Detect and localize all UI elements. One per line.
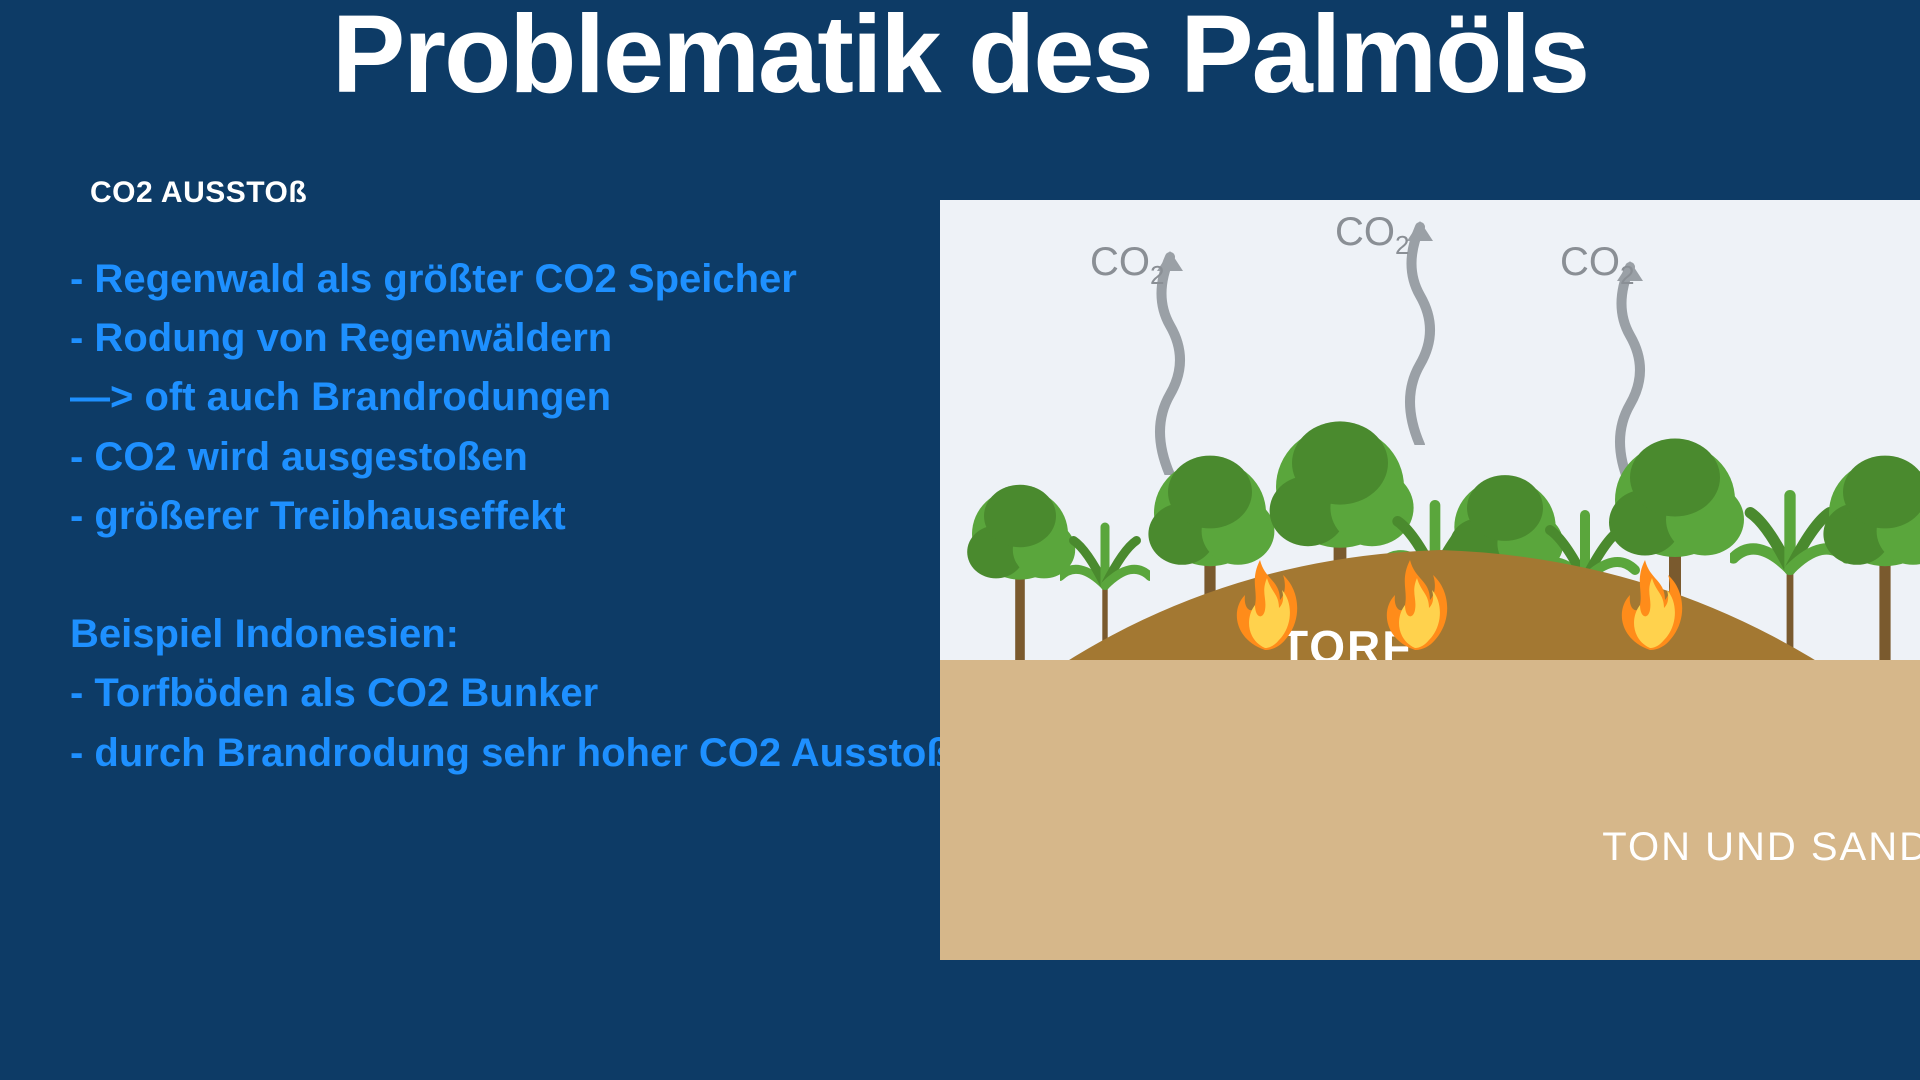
fire-icon [1375,550,1455,650]
fire-icon [1225,550,1305,650]
co2-label: CO2 [1090,240,1164,291]
ground-label: TON UND SAND [1602,825,1920,870]
soil-layer [940,660,1920,960]
bullet-item: - größerer Treibhauseffekt [70,487,980,546]
fire-icon [1610,550,1690,650]
co2-label: CO2 [1560,240,1634,291]
slide-subtitle: CO2 AUSSTOß [90,176,307,210]
bullet-item: —> oft auch Brandrodungen [70,368,980,427]
bullet-item: - durch Brandrodung sehr hoher CO2 Ausst… [70,724,980,783]
bullet-item: - Regenwald als größter CO2 Speicher [70,250,980,309]
peat-diagram: CO2 CO2 CO2 [940,200,1920,960]
bullet-item: - CO2 wird ausgestoßen [70,428,980,487]
bullet-item: Beispiel Indonesien: [70,605,980,664]
bullet-item: - Rodung von Regenwäldern [70,309,980,368]
bullet-list: - Regenwald als größter CO2 Speicher - R… [70,250,980,783]
slide-title: Problematik des Palmöls [0,0,1920,110]
co2-label: CO2 [1335,210,1409,261]
bullet-item: - Torfböden als CO2 Bunker [70,664,980,723]
